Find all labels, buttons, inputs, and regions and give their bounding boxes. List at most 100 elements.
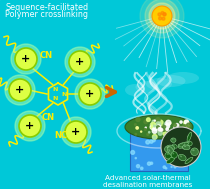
Circle shape	[157, 125, 160, 128]
Circle shape	[161, 127, 201, 167]
Circle shape	[159, 120, 163, 125]
Ellipse shape	[165, 152, 173, 159]
Circle shape	[151, 127, 152, 128]
Circle shape	[158, 131, 162, 135]
Circle shape	[15, 48, 37, 70]
Circle shape	[162, 17, 165, 20]
Circle shape	[165, 126, 168, 129]
Ellipse shape	[167, 146, 169, 148]
Circle shape	[131, 150, 135, 154]
Circle shape	[164, 129, 166, 131]
Circle shape	[184, 129, 189, 133]
Ellipse shape	[167, 146, 175, 156]
Circle shape	[156, 122, 161, 127]
Circle shape	[11, 44, 41, 74]
Circle shape	[171, 136, 173, 138]
Circle shape	[152, 120, 155, 123]
Circle shape	[156, 124, 160, 128]
Circle shape	[173, 124, 176, 127]
Ellipse shape	[185, 157, 193, 164]
Circle shape	[147, 133, 149, 135]
Circle shape	[159, 127, 163, 131]
Circle shape	[147, 162, 151, 165]
Circle shape	[5, 75, 35, 105]
Ellipse shape	[167, 157, 175, 163]
Circle shape	[145, 0, 179, 33]
Circle shape	[186, 125, 189, 127]
Circle shape	[152, 6, 172, 26]
Circle shape	[159, 17, 162, 20]
Ellipse shape	[135, 81, 159, 93]
Circle shape	[136, 118, 140, 122]
Circle shape	[155, 127, 157, 129]
Circle shape	[164, 127, 167, 130]
Circle shape	[171, 131, 173, 133]
Circle shape	[150, 125, 154, 129]
Text: CN: CN	[40, 50, 53, 60]
Circle shape	[172, 129, 176, 133]
Ellipse shape	[179, 145, 180, 146]
Circle shape	[157, 126, 159, 129]
Text: N: N	[52, 96, 58, 101]
Ellipse shape	[168, 149, 170, 152]
Circle shape	[164, 125, 165, 126]
Circle shape	[177, 133, 180, 136]
Circle shape	[174, 130, 176, 132]
Circle shape	[175, 123, 179, 127]
Circle shape	[149, 3, 175, 29]
Circle shape	[171, 166, 172, 167]
Circle shape	[164, 122, 169, 127]
Circle shape	[147, 118, 150, 122]
Ellipse shape	[171, 152, 177, 158]
Circle shape	[65, 47, 95, 77]
Circle shape	[156, 127, 158, 129]
Ellipse shape	[167, 153, 169, 155]
Circle shape	[158, 127, 160, 129]
Text: CN: CN	[42, 114, 55, 122]
Ellipse shape	[191, 148, 198, 156]
Circle shape	[135, 133, 136, 135]
Circle shape	[161, 12, 164, 15]
Circle shape	[168, 135, 170, 137]
Ellipse shape	[182, 145, 190, 150]
Circle shape	[136, 127, 138, 129]
Circle shape	[151, 122, 155, 127]
Circle shape	[170, 153, 172, 156]
Text: N: N	[61, 91, 66, 97]
Ellipse shape	[183, 143, 185, 145]
Ellipse shape	[182, 142, 189, 149]
Circle shape	[65, 121, 87, 143]
Ellipse shape	[180, 156, 182, 157]
Ellipse shape	[186, 159, 189, 161]
Circle shape	[161, 128, 163, 130]
Circle shape	[166, 140, 169, 143]
Circle shape	[174, 166, 176, 168]
Circle shape	[166, 128, 168, 131]
Circle shape	[160, 129, 163, 131]
Circle shape	[184, 120, 189, 125]
Circle shape	[140, 167, 143, 170]
Circle shape	[145, 127, 146, 128]
Circle shape	[79, 83, 101, 105]
Circle shape	[150, 123, 155, 127]
Circle shape	[156, 125, 160, 129]
Circle shape	[170, 123, 171, 124]
Circle shape	[184, 128, 186, 130]
Circle shape	[140, 0, 184, 38]
Circle shape	[166, 120, 171, 125]
Ellipse shape	[173, 145, 175, 146]
Circle shape	[19, 115, 41, 137]
Circle shape	[158, 13, 161, 16]
Text: Advanced solar-thermal
desalination membranes: Advanced solar-thermal desalination memb…	[103, 175, 193, 188]
Ellipse shape	[192, 149, 195, 151]
Circle shape	[173, 149, 176, 151]
Circle shape	[169, 130, 171, 131]
Circle shape	[157, 119, 159, 121]
Ellipse shape	[164, 145, 175, 152]
Ellipse shape	[178, 154, 186, 161]
Circle shape	[152, 139, 155, 142]
Circle shape	[153, 127, 157, 131]
Circle shape	[155, 124, 159, 128]
Text: Sequence-facilitated: Sequence-facilitated	[5, 3, 88, 12]
Ellipse shape	[125, 115, 193, 139]
